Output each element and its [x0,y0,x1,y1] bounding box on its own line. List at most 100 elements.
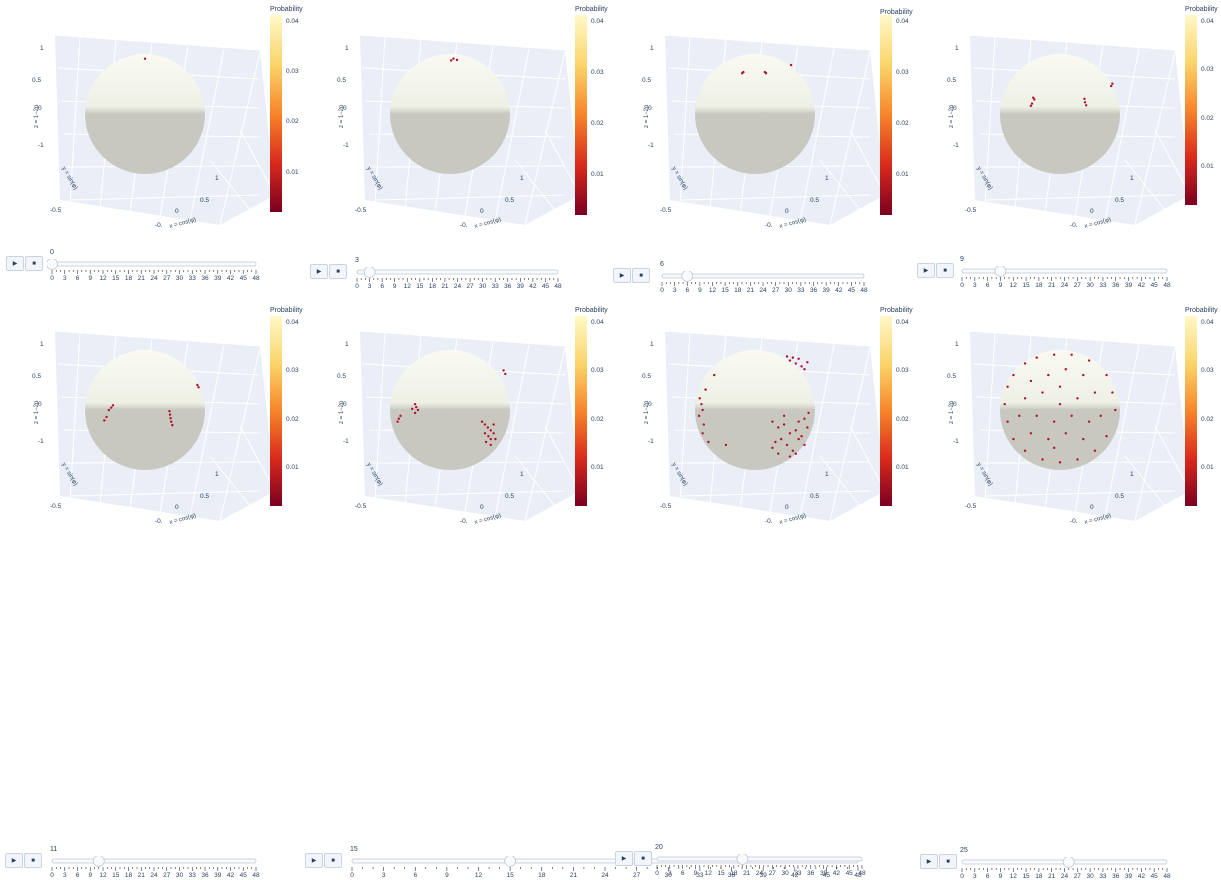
slider-handle[interactable] [736,854,749,865]
z-tick-1: 1 [40,341,44,348]
state-point [771,446,774,450]
play-button[interactable]: ▶ [5,853,23,868]
slider-tick-label: 0 [960,282,964,289]
state-point [1084,104,1088,107]
slider-tick-label: 6 [680,870,685,877]
state-point [788,359,792,362]
x-tick-0: 0 [1090,208,1094,215]
slider-tick-label: 0 [50,275,54,282]
slider-handle[interactable] [1062,857,1075,868]
bloch-scene[interactable]: 10.50-1-0.50.510-0.z = 1−2py = sin(φ)x =… [620,306,890,536]
state-point [413,411,417,415]
z-tick-0: 0 [343,401,347,408]
x-tick-minus: -0. [1070,518,1078,525]
z-tick-0.5: 0.5 [32,77,41,84]
slider-handle[interactable] [47,259,58,270]
state-point [397,417,400,420]
slider-tick-label: 12 [1009,873,1017,880]
x-tick-minus: -0. [460,518,468,525]
play-button[interactable]: ▶ [615,851,633,866]
stop-button[interactable]: ■ [634,851,652,866]
bloch-scene[interactable]: 10.50-1-0.50.510-0.z = 1−2py = sin(φ)x =… [315,10,585,240]
slider-handle[interactable] [92,856,105,867]
stop-button[interactable]: ■ [329,264,347,279]
state-point [1111,82,1114,85]
slider-tick-label: 27 [466,283,474,290]
play-button[interactable]: ▶ [920,854,938,869]
z-tick-0: 0 [38,105,42,112]
state-point [1110,84,1113,88]
slider-tick-label: 27 [772,287,780,294]
y-tick-minus-0.5: -0.5 [660,503,672,510]
slider-tick-label: 27 [633,872,641,879]
play-button[interactable]: ▶ [6,256,24,271]
play-button[interactable]: ▶ [310,264,328,279]
state-point [1052,353,1056,356]
stop-button[interactable]: ■ [25,256,43,271]
slider-handle[interactable] [681,271,694,282]
z-tick-minus-1: -1 [38,438,44,445]
stop-button[interactable]: ■ [632,268,650,283]
slider-handle[interactable] [363,267,376,278]
state-point [415,405,418,409]
slider-handle[interactable] [994,266,1007,277]
play-button[interactable]: ▶ [917,263,935,278]
stop-button[interactable]: ■ [939,854,957,869]
bloch-scene[interactable]: 10.50-1-0.50.510-0.z = 1−2py = sin(φ)x =… [925,10,1195,240]
slider-tick-label: 30 [1086,873,1094,880]
colorbar-tick: 0.03 [896,69,909,76]
stop-button[interactable]: ■ [24,853,42,868]
state-point [698,397,701,400]
slider-tick-label: 3 [668,870,672,877]
z-tick-minus-1: -1 [648,438,654,445]
state-point [1070,414,1073,418]
x-tick-0.5: 0.5 [810,197,819,204]
state-point [168,409,171,413]
bloch-panel-frame-9: 1 0.5 0 -1 -0.5 0.5 1 0 -0. z = 1−2p y = sin(φ) x =… [915,0,1221,295]
state-point [1023,397,1027,400]
frame-slider[interactable] [47,259,261,281]
z-axis-label: z = 1−2p [339,104,345,128]
slider-current-value: 3 [355,257,359,264]
state-point [1029,104,1033,108]
state-point [1087,359,1091,362]
bloch-scene[interactable]: 10.50-1-0.50.510-0.z = 1−2py = sin(φ)x =… [10,10,280,240]
playback-controls: ▶ ■ [305,853,343,868]
stop-button[interactable]: ■ [936,263,954,278]
state-point [1023,449,1027,452]
colorbar-tick: 0.03 [286,68,299,76]
play-button[interactable]: ▶ [305,853,323,868]
slider-tick-label: 3 [672,287,677,294]
bloch-panel-frame-3: 1 0.5 0 -1 -0.5 0.5 1 0 -0. z = 1−2p y = sin(φ) x =… [305,0,610,295]
slider-handle[interactable] [504,856,517,867]
state-point [777,426,780,429]
state-point [700,402,703,406]
slider-tick-label: 15 [506,872,514,879]
bloch-sphere [390,54,510,174]
slider-tick-label: 33 [794,870,802,877]
z-tick-0: 0 [343,105,347,112]
state-point [143,57,147,60]
z-tick-1: 1 [955,341,959,348]
colorbar-tick: 0.01 [1201,163,1214,171]
slider-tick-label: 30 [175,872,184,879]
bloch-scene[interactable]: 10.50-1-0.50.510-0.z = 1−2py = sin(φ)x =… [10,306,280,536]
frame-slider[interactable] [657,271,869,293]
frame-slider[interactable] [352,267,563,289]
slider-tick-label: 15 [717,870,725,877]
play-button[interactable]: ▶ [613,268,631,283]
colorbar [1185,15,1197,205]
slider-tick-label: 24 [453,283,462,290]
slider-tick-label: 9 [693,870,698,877]
slider-tick-label: 18 [428,283,436,290]
bloch-scene[interactable]: 10.50-1-0.50.510-0.z = 1−2py = sin(φ)x =… [925,306,1195,536]
state-point [1006,420,1009,423]
stop-button[interactable]: ■ [324,853,342,868]
state-point [1047,437,1050,441]
slider-tick-label: 45 [847,287,855,294]
slider-tick-label: 39 [516,283,524,290]
bloch-scene[interactable]: 10.50-1-0.50.510-0.z = 1−2py = sin(φ)x =… [315,306,585,536]
bloch-scene[interactable]: 10.50-1-0.50.510-0.z = 1−2py = sin(φ)x =… [620,10,890,240]
frame-slider[interactable] [957,266,1172,288]
slider-tick-label: 45 [845,870,853,877]
